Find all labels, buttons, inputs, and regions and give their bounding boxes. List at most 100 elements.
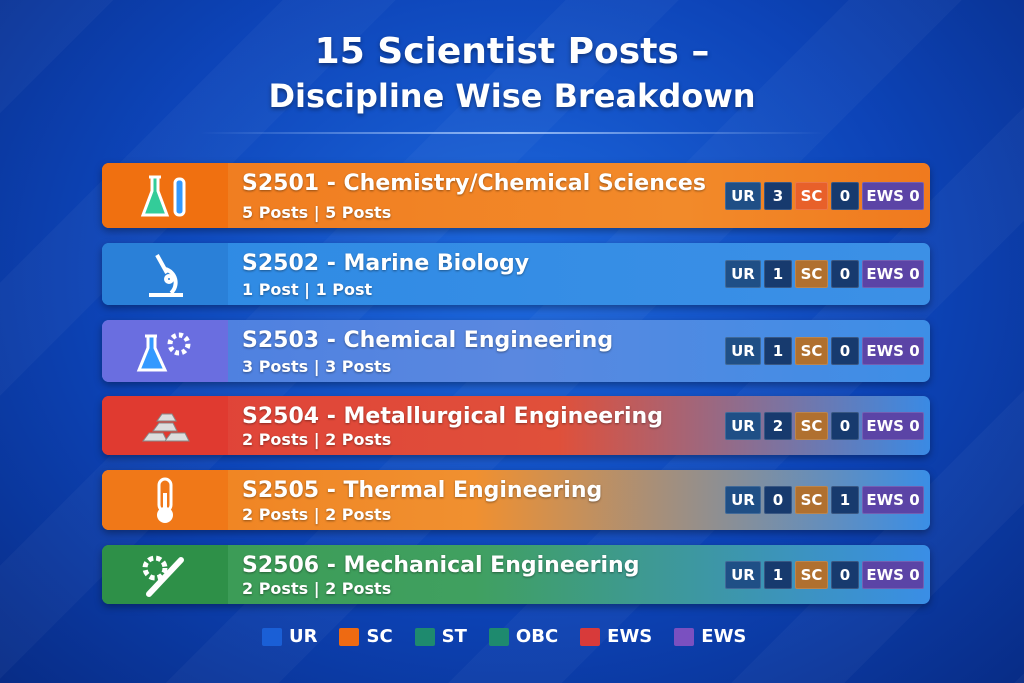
- ews-badge: EWS 0: [862, 560, 924, 589]
- post-code: S2505: [242, 478, 320, 503]
- legend-item: EWS: [674, 626, 746, 647]
- discipline-title: S2504 - Metallurgical Engineering: [242, 404, 663, 429]
- ews-label: EWS: [866, 565, 904, 584]
- category-badges: UR 0 SC 1 EWS 0: [725, 486, 924, 514]
- ur-count: 0: [764, 486, 792, 514]
- legend-label: ST: [441, 626, 467, 647]
- ews-count: 0: [909, 342, 920, 360]
- discipline-row: S2502 - Marine Biology 1 Post | 1 Post U…: [102, 243, 930, 305]
- title-line-2: Discipline Wise Breakdown: [268, 77, 756, 115]
- ews-badge: EWS 0: [862, 260, 924, 288]
- discipline-name: Chemistry/Chemical Sciences: [343, 171, 706, 196]
- post-count: 5 Posts | 5 Posts: [242, 203, 392, 222]
- sc-label: SC: [795, 337, 828, 365]
- sc-label: SC: [795, 486, 828, 514]
- category-badges: UR 3 SC 0 EWS 0: [725, 181, 924, 210]
- title-line-1: 15 Scientist Posts –: [314, 31, 710, 72]
- flask-icon: [102, 163, 228, 228]
- legend-label: EWS: [701, 626, 747, 647]
- sc-count: 0: [831, 260, 859, 288]
- ews-label: EWS: [866, 186, 904, 205]
- ews-count: 0: [909, 565, 920, 584]
- ews-badge: EWS 0: [862, 486, 924, 514]
- legend-swatch: [339, 627, 360, 646]
- gear-wrench-icon: [102, 545, 228, 604]
- discipline-row: S2501 - Chemistry/Chemical Sciences 5 Po…: [102, 163, 930, 228]
- ews-label: EWS: [866, 265, 904, 283]
- post-count: 2 Posts | 2 Posts: [242, 579, 392, 598]
- post-count: 3 Posts | 3 Posts: [242, 357, 392, 376]
- ur-label: UR: [725, 486, 761, 514]
- post-code: S2502: [242, 251, 320, 276]
- post-code: S2501: [242, 171, 320, 196]
- microscope-icon: [102, 243, 228, 305]
- legend-swatch: [674, 627, 695, 646]
- ews-label: EWS: [866, 416, 904, 435]
- ur-count: 2: [764, 411, 792, 440]
- sc-count: 0: [831, 181, 859, 210]
- category-badges: UR 1 SC 0 EWS 0: [725, 337, 924, 365]
- ur-label: UR: [725, 411, 761, 440]
- discipline-title: S2506 - Mechanical Engineering: [242, 553, 640, 578]
- legend-item: EWS: [580, 626, 652, 647]
- discipline-title: S2502 - Marine Biology: [242, 251, 530, 276]
- sc-label: SC: [795, 560, 828, 589]
- flask-gear-icon: [102, 320, 228, 382]
- sc-label: SC: [795, 181, 828, 210]
- legend-label: EWS: [607, 626, 653, 647]
- ur-label: UR: [725, 181, 761, 210]
- category-badges: UR 2 SC 0 EWS 0: [725, 411, 924, 440]
- ur-label: UR: [725, 260, 761, 288]
- page-title: 15 Scientist Posts – Discipline Wise Bre…: [0, 30, 1024, 118]
- ur-label: UR: [725, 560, 761, 589]
- discipline-name: Metallurgical Engineering: [343, 404, 663, 429]
- ur-count: 1: [764, 560, 792, 589]
- category-badges: UR 1 SC 0 EWS 0: [725, 260, 924, 288]
- legend-item: ST: [414, 626, 467, 647]
- post-count: 1 Post | 1 Post: [242, 280, 373, 299]
- ur-count: 1: [764, 337, 792, 365]
- ews-badge: EWS 0: [862, 181, 924, 210]
- ews-count: 0: [909, 416, 920, 435]
- sc-count: 0: [831, 411, 859, 440]
- ews-count: 0: [909, 491, 920, 509]
- ews-count: 0: [909, 265, 920, 283]
- discipline-name: Thermal Engineering: [343, 478, 603, 503]
- discipline-name: Marine Biology: [343, 251, 530, 276]
- post-count: 2 Posts | 2 Posts: [242, 430, 392, 449]
- discipline-title: S2501 - Chemistry/Chemical Sciences: [242, 171, 706, 196]
- post-code: S2504: [242, 404, 320, 429]
- ews-label: EWS: [866, 491, 904, 509]
- ews-badge: EWS 0: [862, 411, 924, 440]
- post-code: S2506: [242, 553, 320, 578]
- discipline-name: Mechanical Engineering: [343, 553, 640, 578]
- ur-count: 3: [764, 181, 792, 210]
- legend-item: OBC: [488, 626, 558, 647]
- discipline-row: S2503 - Chemical Engineering 3 Posts | 3…: [102, 320, 930, 382]
- post-count: 2 Posts | 2 Posts: [242, 505, 392, 524]
- discipline-title: S2505 - Thermal Engineering: [242, 478, 603, 503]
- ur-count: 1: [764, 260, 792, 288]
- legend-swatch: [580, 627, 601, 646]
- post-code: S2503: [242, 328, 320, 353]
- ingots-icon: [102, 396, 228, 455]
- discipline-row: S2505 - Thermal Engineering 2 Posts | 2 …: [102, 470, 930, 530]
- ews-badge: EWS 0: [862, 337, 924, 365]
- legend-swatch: [414, 627, 435, 646]
- title-divider: [200, 132, 824, 134]
- ews-label: EWS: [866, 342, 904, 360]
- sc-label: SC: [795, 411, 828, 440]
- category-badges: UR 1 SC 0 EWS 0: [725, 560, 924, 589]
- legend-label: UR: [289, 626, 318, 647]
- legend-item: UR: [262, 626, 317, 647]
- sc-count: 0: [831, 560, 859, 589]
- discipline-title: S2503 - Chemical Engineering: [242, 328, 614, 353]
- legend: UR SC ST OBC EWS EWS: [262, 626, 746, 647]
- legend-swatch: [488, 627, 509, 646]
- legend-item: SC: [339, 626, 393, 647]
- discipline-name: Chemical Engineering: [343, 328, 614, 353]
- ews-count: 0: [909, 186, 920, 205]
- legend-label: SC: [366, 626, 393, 647]
- sc-count: 0: [831, 337, 859, 365]
- discipline-row: S2506 - Mechanical Engineering 2 Posts |…: [102, 545, 930, 604]
